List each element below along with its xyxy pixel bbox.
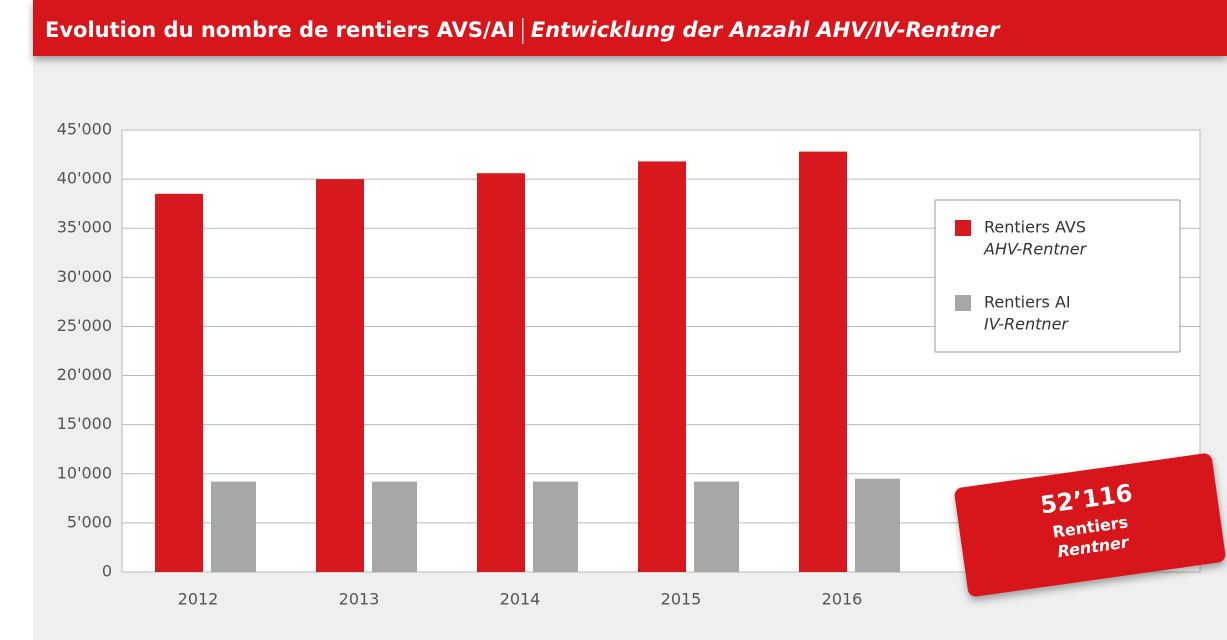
- bar: [638, 161, 686, 573]
- chart-title: Evolution du nombre de rentiers AVS/AI: [45, 18, 515, 42]
- y-tick-label: 45'000: [57, 120, 112, 139]
- y-tick-label: 5'000: [67, 512, 112, 531]
- y-tick-label: 15'000: [57, 414, 112, 433]
- legend-swatch: [955, 220, 971, 236]
- x-tick-label: 2012: [178, 590, 219, 609]
- legend-label: Rentiers AI: [984, 293, 1071, 312]
- bar: [316, 179, 364, 572]
- y-tick-label: 35'000: [57, 218, 112, 237]
- bar: [372, 481, 417, 572]
- bar: [155, 193, 203, 572]
- bar: [799, 151, 847, 572]
- x-tick-label: 2014: [500, 590, 541, 609]
- bar: [477, 173, 525, 572]
- x-tick-label: 2015: [661, 590, 702, 609]
- header: [33, 0, 1227, 56]
- x-tick-label: 2016: [822, 590, 863, 609]
- legend-label: Rentiers AVS: [984, 218, 1086, 237]
- bar: [211, 481, 256, 572]
- y-tick-label: 0: [102, 562, 112, 581]
- bar: [533, 481, 578, 572]
- y-tick-label: 10'000: [57, 463, 112, 482]
- y-tick-label: 40'000: [57, 169, 112, 188]
- y-tick-label: 30'000: [57, 267, 112, 286]
- y-tick-label: 25'000: [57, 316, 112, 335]
- bar: [855, 478, 900, 572]
- badge-box: [954, 453, 1226, 597]
- legend-label-de: IV-Rentner: [984, 315, 1069, 334]
- y-tick-label: 20'000: [57, 365, 112, 384]
- legend: Rentiers AVS AHV-Rentner Rentiers AI IV-Ren…: [934, 199, 1181, 353]
- bar: [694, 481, 739, 572]
- chart-subtitle: Entwicklung der Anzahl AHV/IV-Rentner: [531, 18, 1001, 42]
- legend-box: [934, 199, 1181, 353]
- legend-label-de: AHV-Rentner: [983, 240, 1088, 259]
- badge: 52’116 Rentiers Rentner: [954, 453, 1226, 597]
- x-tick-label: 2013: [339, 590, 380, 609]
- legend-swatch: [955, 295, 971, 311]
